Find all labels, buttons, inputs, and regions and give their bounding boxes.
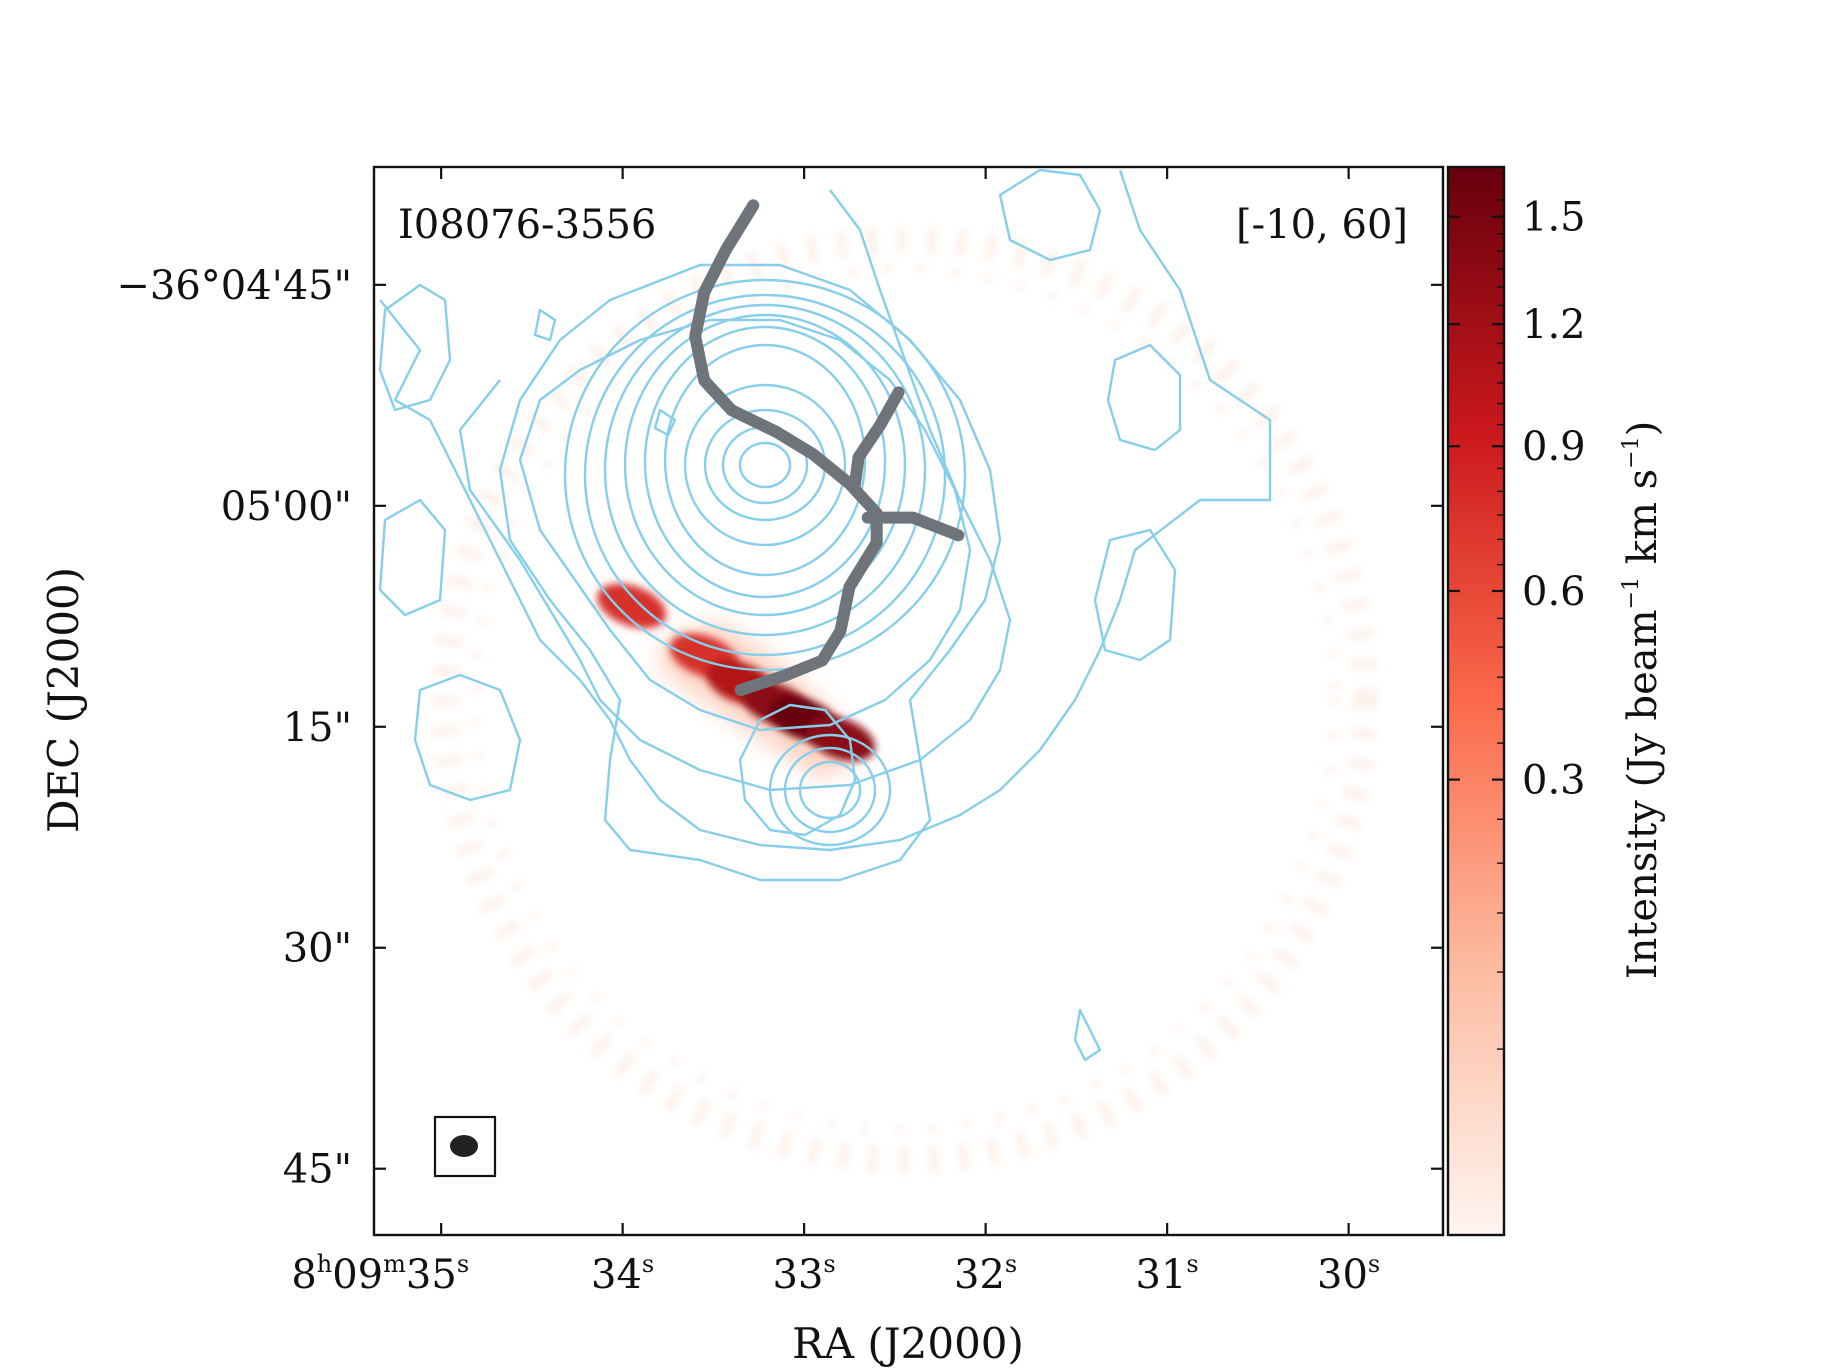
plot-area — [374, 167, 1443, 1235]
colorbar — [1448, 167, 1504, 1235]
x-tick-label: 8h09m35s — [291, 1250, 469, 1298]
plot-frame — [372, 165, 1445, 1237]
colorbar-tick-label: 0.3 — [1522, 758, 1586, 804]
y-tick-label: −36°04'45" — [116, 263, 352, 309]
contour-south-1 — [738, 703, 857, 837]
contour-noise-2 — [378, 283, 452, 412]
filament-skeleton — [849, 386, 905, 490]
skeleton-layer — [689, 199, 965, 696]
x-tick-label: 31s — [1136, 1250, 1199, 1298]
contour-noise-9 — [653, 408, 677, 437]
colorbar-tick-label: 1.5 — [1522, 195, 1586, 241]
y-tick-label: 05'00" — [221, 484, 352, 530]
x-axis-ticks: 8h09m35s 34s 33s 32s 31s 30s — [291, 167, 1380, 1298]
beam-box — [433, 1115, 497, 1178]
contour-south-4 — [798, 760, 862, 820]
colorbar-tick-label: 0.9 — [1522, 424, 1586, 470]
contour-south-3 — [783, 746, 877, 834]
y-tick-label: 15" — [283, 705, 352, 751]
contour-2 — [458, 189, 1012, 792]
velocity-range-label: [-10, 60] — [1236, 202, 1408, 248]
contour-noise-8 — [533, 308, 557, 342]
contour-south-2 — [768, 733, 892, 847]
contour-6 — [603, 303, 927, 637]
x-tick-label: 33s — [773, 1250, 836, 1298]
emission-blob — [805, 716, 875, 762]
contour-4 — [563, 278, 967, 672]
contour-noise-3 — [1106, 343, 1182, 452]
contour-noise-7 — [1073, 1008, 1102, 1062]
contour-13 — [738, 441, 792, 489]
contour-10 — [683, 383, 847, 547]
emission-layer — [597, 583, 875, 780]
contour-8 — [643, 325, 887, 599]
contour-5 — [583, 293, 947, 657]
y-tick-label: 30" — [283, 926, 352, 972]
x-axis-title: RA (J2000) — [792, 1319, 1024, 1368]
contour-noise-1 — [998, 168, 1102, 262]
y-tick-label: 45" — [283, 1147, 352, 1193]
contour-noise-6 — [413, 673, 522, 802]
colorbar-tick-label: 1.2 — [1522, 302, 1586, 348]
noise-ring — [432, 227, 1378, 1173]
beam-ellipse — [450, 1135, 478, 1157]
emission-blob — [597, 583, 667, 629]
contour-envelope — [498, 263, 1002, 882]
y-axis-ticks: −36°04'45" 05'00" 15" 30" 45" — [116, 263, 1443, 1193]
source-label: I08076-3556 — [398, 202, 656, 248]
contour-9 — [663, 343, 867, 577]
contour-7 — [623, 313, 907, 617]
filament-skeleton — [861, 511, 965, 542]
colorbar-tick-label: 0.6 — [1522, 569, 1586, 615]
x-tick-label: 34s — [591, 1250, 654, 1298]
contour-outer — [379, 169, 1272, 852]
contour-3 — [518, 318, 972, 732]
x-tick-label: 30s — [1317, 1250, 1380, 1298]
filament-skeleton — [689, 199, 883, 696]
y-axis-title: DEC (J2000) — [39, 567, 88, 833]
contour-noise-4 — [378, 498, 447, 617]
contour-noise-5 — [1093, 528, 1177, 662]
colorbar-ticks: 1.5 1.2 0.9 0.6 0.3 — [1448, 195, 1586, 1050]
contour-layer — [378, 168, 1272, 1062]
x-tick-label: 32s — [954, 1250, 1017, 1298]
colorbar-title: Intensity (Jy beam−1 km s−1) — [1619, 421, 1666, 979]
colorbar-frame — [1446, 165, 1506, 1237]
